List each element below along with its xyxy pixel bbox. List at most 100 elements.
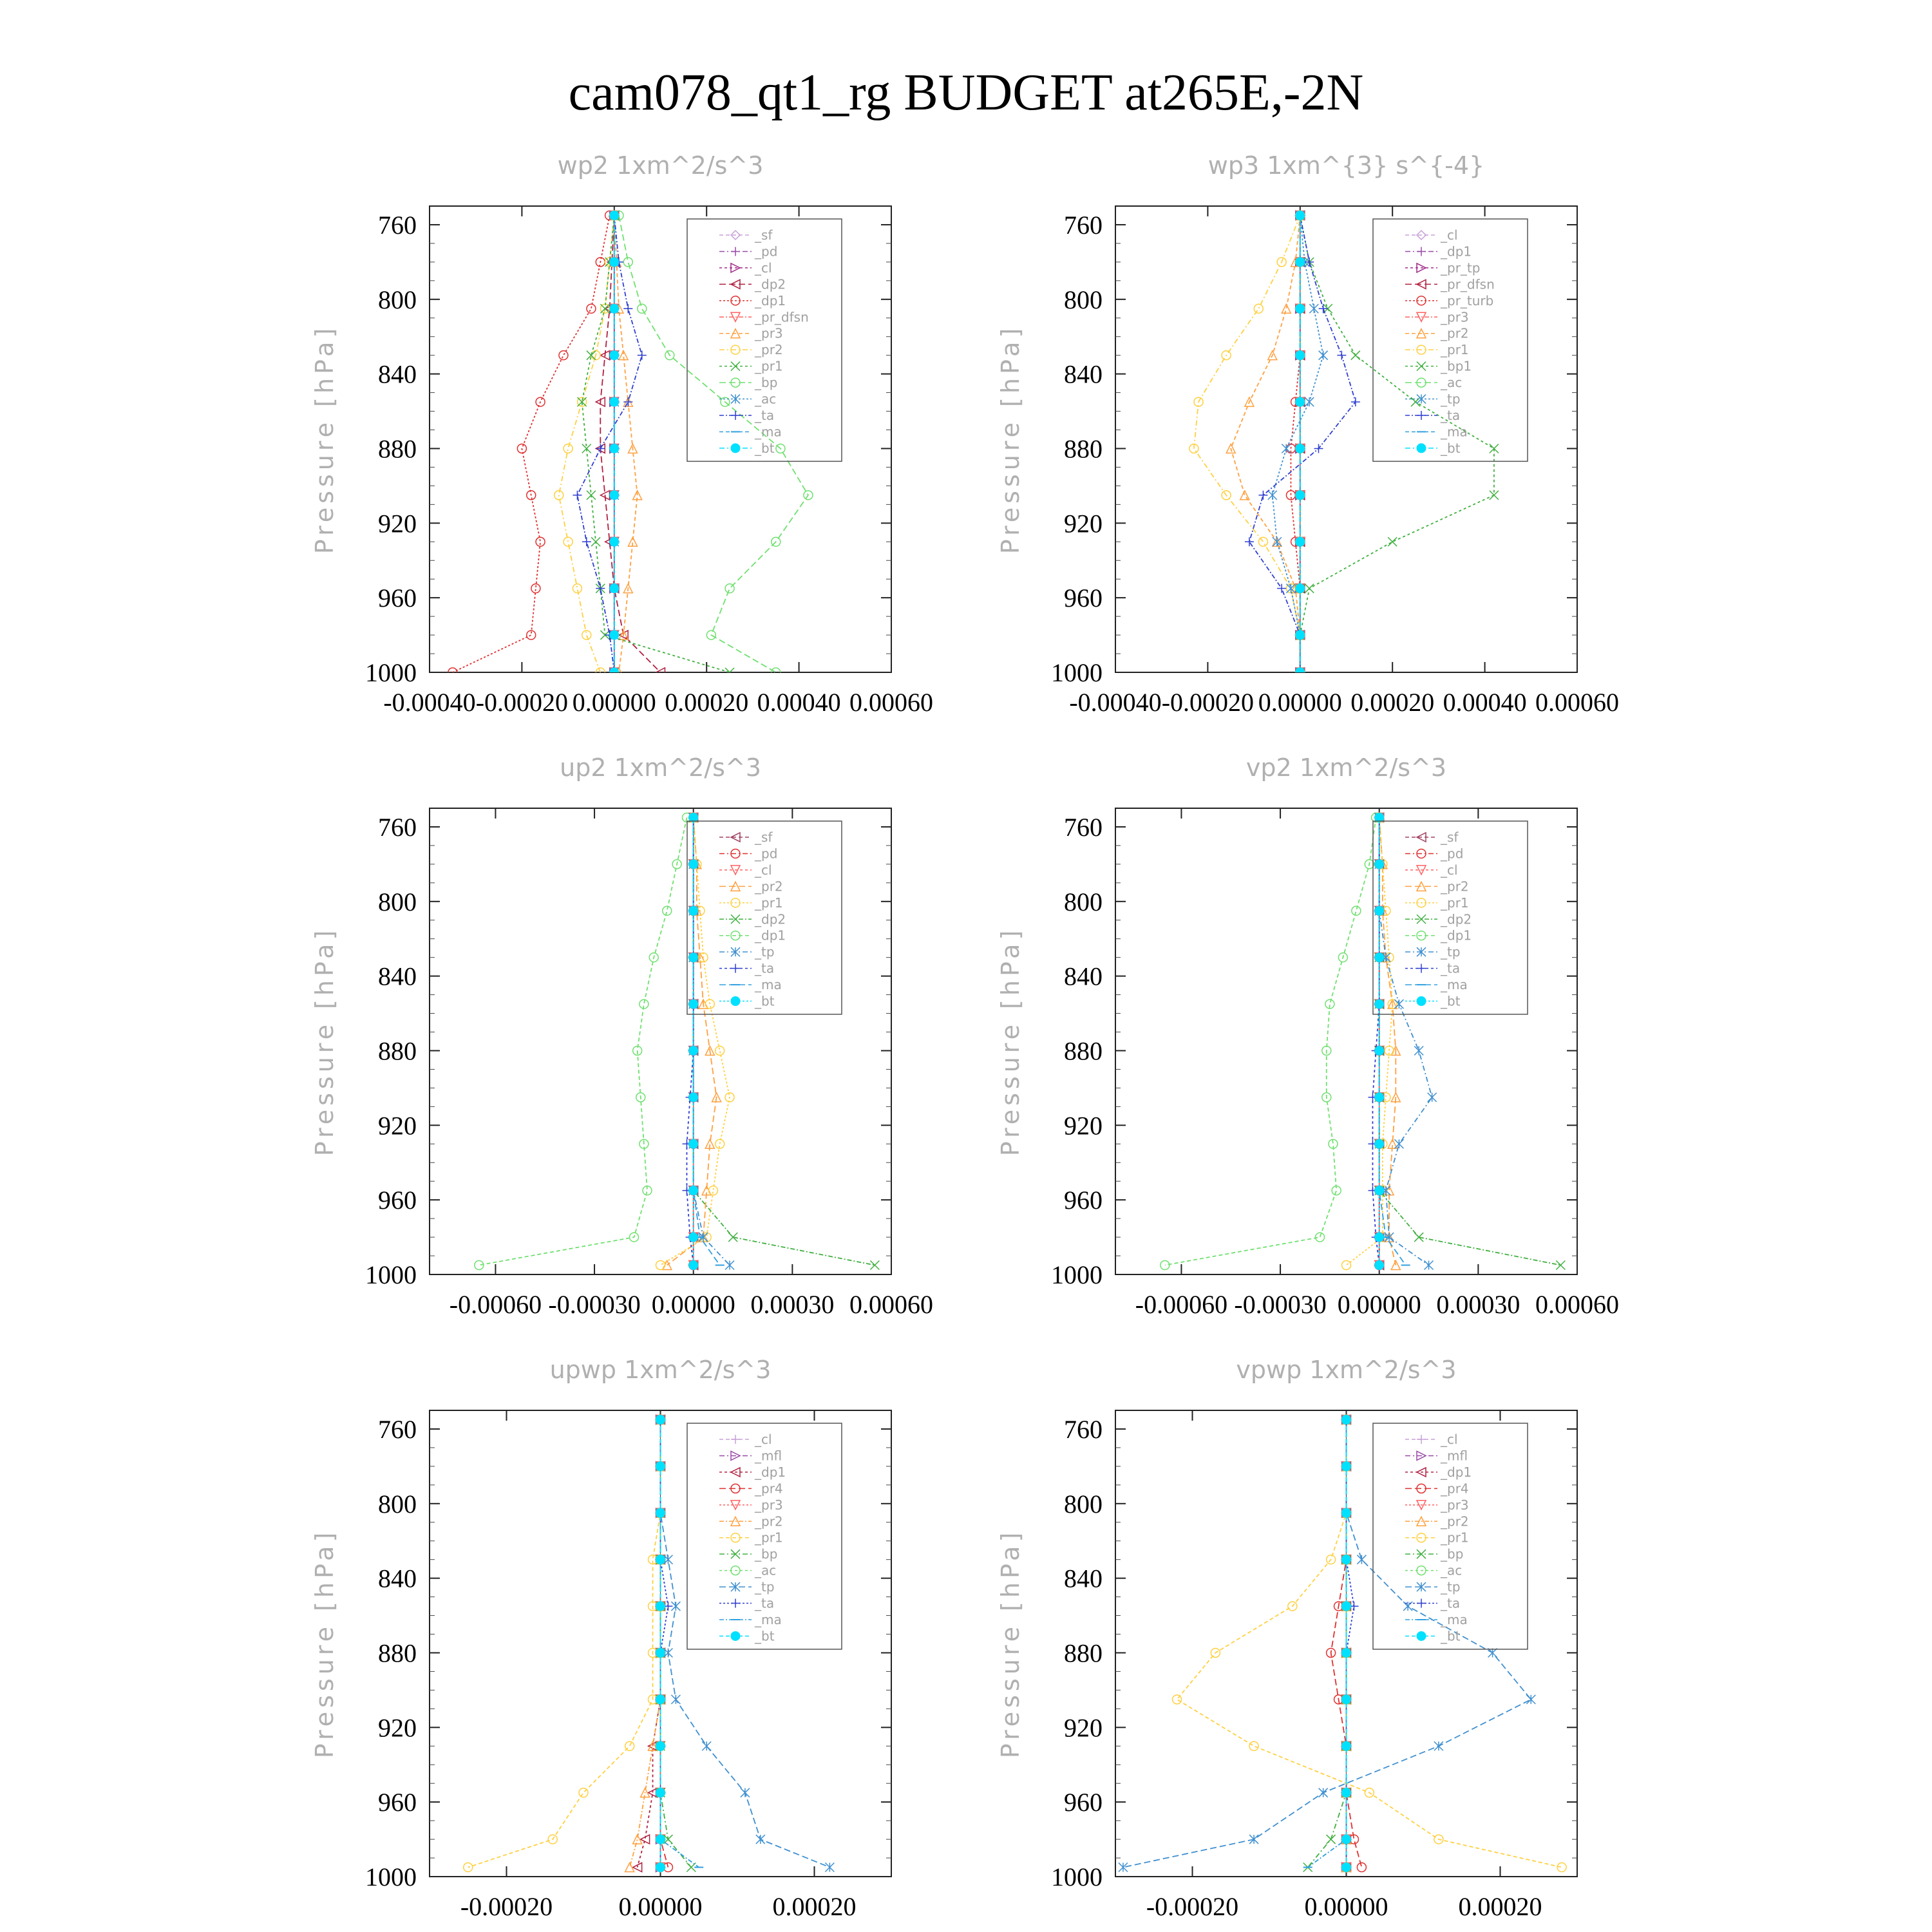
series-line [468,1419,661,1868]
data-point [639,999,649,1009]
x-tick-label: 0.00060 [1535,688,1619,717]
data-point [1276,257,1287,267]
data-point [535,397,545,407]
data-point [661,905,672,916]
data-point [1364,859,1375,869]
data-point [448,667,458,672]
legend-entry: _pr2 [1440,1513,1469,1529]
data-point [1374,1092,1385,1103]
figure-title: cam078_qt1_rg BUDGET at265E,-2N [569,64,1364,121]
legend-marker [1416,312,1427,323]
legend-marker [1416,394,1426,404]
data-point [1295,667,1305,672]
legend-marker [1416,898,1426,908]
legend-marker [1416,930,1426,941]
legend-entry: _pr_dfsn [754,309,809,325]
legend-marker [1416,328,1427,339]
legend-entry: _bt [754,994,775,1009]
legend-marker [731,963,740,973]
x-tick-label: 0.00020 [773,1892,857,1921]
data-point [629,1232,639,1242]
data-point [563,536,573,547]
data-point [1314,1232,1325,1242]
x-tick-label: 0.00020 [1459,1892,1542,1921]
data-point [463,1862,473,1873]
data-point [656,1647,665,1658]
legend-marker [730,296,741,306]
data-point [824,1862,835,1873]
data-point [586,490,596,500]
legend-entry: _sf [1440,829,1459,845]
legend-marker [730,377,741,388]
data-point [1341,1788,1351,1798]
plot-frame [429,808,892,1275]
data-point [647,1740,658,1752]
x-tick-label: -0.00020 [1146,1892,1238,1921]
legend-marker [730,1500,741,1511]
data-point [582,630,592,640]
legend-marker [730,1631,741,1641]
series-bt [1374,812,1385,1271]
y-tick-label: 920 [378,1111,417,1140]
legend-entry: _ta [1440,961,1460,976]
data-point [1295,443,1305,453]
legend-marker [1417,1598,1426,1608]
data-point [740,1788,750,1798]
legend-entry: _pr2 [1440,878,1469,894]
legend-marker [730,328,741,339]
legend-marker [1416,1631,1426,1641]
data-point [1351,905,1361,916]
y-tick-label: 840 [378,360,417,389]
data-point [596,444,605,453]
legend-marker [1416,848,1426,859]
data-point [708,1185,719,1196]
series-line [1176,1419,1562,1868]
legend-entry: _dp1 [754,293,786,308]
data-point [670,1694,681,1705]
panel-title: upwp 1xm^2/s^3 [550,1356,772,1384]
data-point [591,536,601,547]
x-tick-label: -0.00040 [383,688,475,717]
legend-marker [731,411,740,420]
series-pr1 [463,1414,666,1873]
data-point [775,443,786,454]
data-point [1557,1862,1567,1873]
legend: _cl_dp1_pr_tp_pr_dfsn_pr_turb_pr3_pr2_pr… [1372,218,1528,462]
data-point [1374,1186,1385,1196]
series-pr3 [609,209,643,672]
legend-entry: _pr1 [1440,1530,1469,1546]
data-point [1325,1647,1336,1658]
data-point [526,630,536,640]
data-point [1295,536,1305,547]
legend-marker [1416,880,1427,892]
data-point [1384,1045,1394,1056]
legend-entry: _bt [1440,1628,1461,1643]
data-point [576,397,587,407]
legend-marker [1416,229,1427,241]
data-point [1434,1741,1444,1751]
data-point [654,667,666,672]
x-tick-label: 0.00060 [849,1290,933,1319]
data-point [656,1862,665,1873]
legend-marker [730,279,741,290]
data-point [1555,1260,1566,1271]
data-point [656,1461,665,1472]
data-point [656,1414,665,1425]
data-point [618,629,629,640]
legend-entry: _tp [1440,1579,1461,1595]
legend-marker [1416,947,1426,957]
data-point [1272,536,1282,547]
plot-frame [1115,205,1578,673]
legend-marker [730,345,741,355]
x-tick-label: 0.00030 [750,1290,834,1319]
data-point [632,1833,643,1844]
legend-marker [730,831,741,843]
data-point [1318,350,1329,361]
series-tp [1374,812,1437,1271]
data-point [609,667,620,672]
data-point [1374,1139,1385,1149]
data-point [705,1138,715,1150]
series-dp2 [594,210,666,672]
y-tick-label: 920 [1064,509,1103,538]
data-point [1258,490,1268,500]
